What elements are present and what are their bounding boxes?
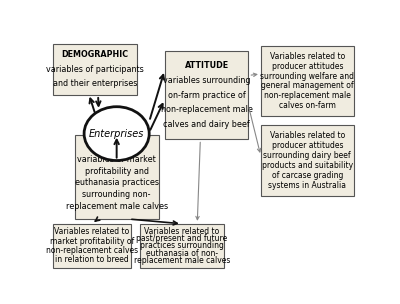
FancyBboxPatch shape <box>261 46 354 116</box>
Text: non-replacement male: non-replacement male <box>264 91 351 100</box>
Text: calves on-farm: calves on-farm <box>279 101 336 110</box>
Text: past/present and future: past/present and future <box>136 234 227 243</box>
Text: Variables related to: Variables related to <box>270 52 345 61</box>
Text: market profitability of: market profitability of <box>50 237 134 246</box>
Text: products and suitability: products and suitability <box>262 161 353 170</box>
Text: replacement male calves: replacement male calves <box>134 257 230 265</box>
Text: variables surrounding: variables surrounding <box>163 76 250 85</box>
FancyBboxPatch shape <box>261 126 354 196</box>
Text: profitability and: profitability and <box>85 167 149 175</box>
Text: in relation to breed: in relation to breed <box>55 255 129 264</box>
Text: of carcase grading: of carcase grading <box>272 171 343 180</box>
Text: calves and dairy beef: calves and dairy beef <box>163 120 250 130</box>
Text: Variables related to: Variables related to <box>144 226 219 236</box>
FancyBboxPatch shape <box>53 224 131 268</box>
Text: producer attitudes: producer attitudes <box>272 141 343 150</box>
Text: general management of: general management of <box>261 81 354 90</box>
Text: variables of participants: variables of participants <box>46 65 144 74</box>
Text: producer attitudes: producer attitudes <box>272 62 343 71</box>
Text: euthanasia of non-: euthanasia of non- <box>146 249 218 258</box>
Text: surrounding dairy beef: surrounding dairy beef <box>264 151 351 160</box>
Ellipse shape <box>84 107 149 161</box>
FancyBboxPatch shape <box>53 43 137 95</box>
Text: ATTITUDE: ATTITUDE <box>184 60 229 70</box>
Text: replacement male calves: replacement male calves <box>66 202 168 211</box>
Text: and their enterprises: and their enterprises <box>53 79 137 88</box>
Text: non-replacement male: non-replacement male <box>161 105 252 114</box>
Text: surrounding welfare and: surrounding welfare and <box>260 71 354 81</box>
Text: surrounding non-: surrounding non- <box>82 190 151 199</box>
Text: Variables related to: Variables related to <box>54 227 130 237</box>
Text: Variables related to: Variables related to <box>270 131 345 140</box>
Text: on-farm practice of: on-farm practice of <box>168 91 246 99</box>
Text: euthanasia practices: euthanasia practices <box>75 178 159 187</box>
Text: DEMOGRAPHIC: DEMOGRAPHIC <box>61 50 128 59</box>
Text: systems in Australia: systems in Australia <box>268 181 346 190</box>
Text: non-replacement calves: non-replacement calves <box>46 246 138 255</box>
Text: variables of market: variables of market <box>77 155 156 164</box>
Text: Enterprises: Enterprises <box>89 129 144 139</box>
FancyBboxPatch shape <box>165 50 248 140</box>
Text: PRACTICES: PRACTICES <box>92 143 142 152</box>
FancyBboxPatch shape <box>75 135 158 219</box>
Text: practices surrounding: practices surrounding <box>140 241 224 250</box>
FancyBboxPatch shape <box>140 224 224 268</box>
